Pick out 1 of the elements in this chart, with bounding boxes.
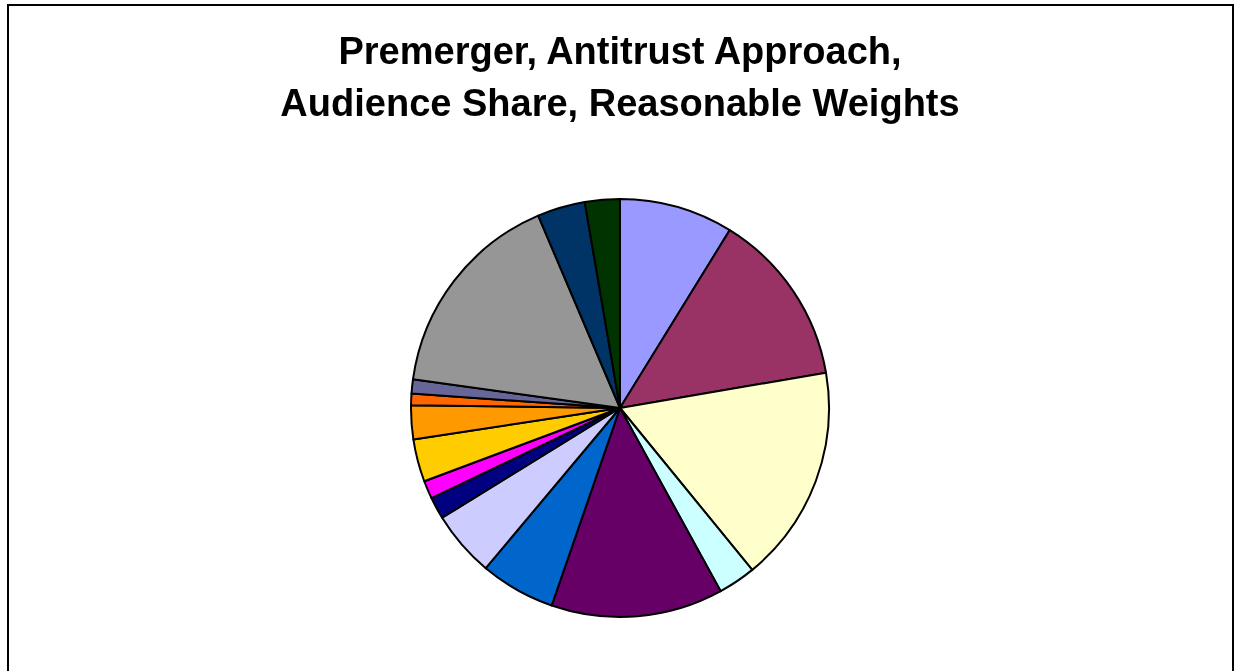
chart-title: Premerger, Antitrust Approach, Audience Share, Reasonable Weights	[280, 30, 960, 124]
